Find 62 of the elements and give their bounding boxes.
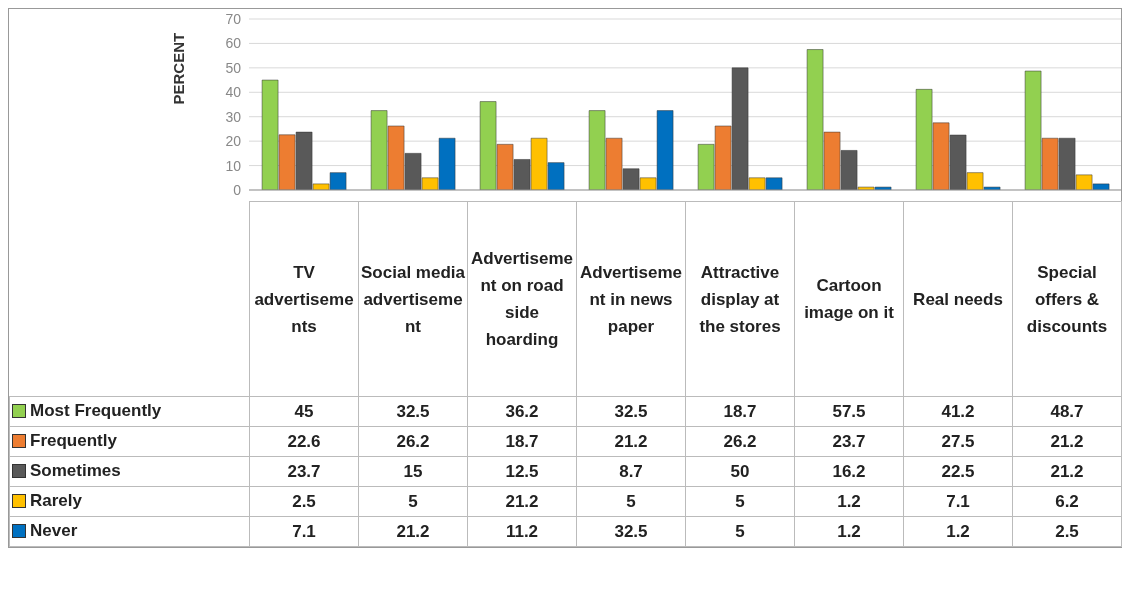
- x-tick-label: Real needs: [903, 201, 1013, 397]
- data-label: 8.7: [576, 456, 686, 487]
- x-tick-label: Special offers & discounts: [1012, 201, 1122, 397]
- data-label: 23.7: [794, 426, 904, 457]
- y-tick-label: 70: [225, 10, 242, 27]
- data-label: 48.7: [1012, 396, 1122, 427]
- x-tick-label: Social media advertisement: [358, 201, 468, 397]
- data-label: 7.1: [249, 516, 359, 547]
- data-label: 21.2: [1012, 456, 1122, 487]
- data-label: 32.5: [358, 396, 468, 427]
- data-label: 26.2: [685, 426, 795, 457]
- data-label: 45: [249, 396, 359, 427]
- data-label: 21.2: [1012, 426, 1122, 457]
- data-label: 12.5: [467, 456, 577, 487]
- data-label: 27.5: [903, 426, 1013, 457]
- data-label: 11.2: [467, 516, 577, 547]
- y-axis-title: PERCENT: [170, 32, 188, 105]
- data-label: 50: [685, 456, 795, 487]
- data-label: 15: [358, 456, 468, 487]
- legend-label: Rarely: [29, 490, 82, 511]
- data-label: 22.5: [903, 456, 1013, 487]
- data-label: 16.2: [794, 456, 904, 487]
- x-tick-label: Advertisement in news paper: [576, 201, 686, 397]
- data-label: 1.2: [903, 516, 1013, 547]
- data-label: 6.2: [1012, 486, 1122, 517]
- data-label: 41.2: [903, 396, 1013, 427]
- legend-label: Never: [29, 520, 78, 541]
- x-tick-label: Advertisement on road side hoarding: [467, 201, 577, 397]
- y-tick-label: 10: [225, 157, 242, 174]
- data-label: 32.5: [576, 396, 686, 427]
- x-tick-label: Attractive display at the stores: [685, 201, 795, 397]
- y-tick-label: 20: [225, 133, 242, 150]
- data-label: 5: [358, 486, 468, 517]
- data-label: 5: [576, 486, 686, 517]
- data-label: 5: [685, 516, 795, 547]
- data-label: 21.2: [467, 486, 577, 517]
- data-label: 57.5: [794, 396, 904, 427]
- y-tick-label: 50: [225, 59, 242, 76]
- y-tick-label: 30: [225, 108, 242, 125]
- data-label: 26.2: [358, 426, 468, 457]
- x-tick-label: TV advertisements: [249, 201, 359, 397]
- data-label: 7.1: [903, 486, 1013, 517]
- y-tick-label: 0: [233, 181, 242, 198]
- data-label: 1.2: [794, 486, 904, 517]
- data-label: 2.5: [249, 486, 359, 517]
- legend-label: Sometimes: [29, 460, 121, 481]
- data-label: 21.2: [358, 516, 468, 547]
- data-label: 32.5: [576, 516, 686, 547]
- data-label: 5: [685, 486, 795, 517]
- data-label: 21.2: [576, 426, 686, 457]
- data-label: 1.2: [794, 516, 904, 547]
- y-tick-label: 40: [225, 84, 242, 101]
- data-label: 23.7: [249, 456, 359, 487]
- x-tick-label: Cartoon image on it: [794, 201, 904, 397]
- legend-label: Frequently: [29, 430, 117, 451]
- legend-label: Most Frequently: [29, 400, 162, 421]
- data-label: 18.7: [467, 426, 577, 457]
- data-label: 22.6: [249, 426, 359, 457]
- y-tick-label: 60: [225, 35, 242, 52]
- data-label: 18.7: [685, 396, 795, 427]
- data-label: 2.5: [1012, 516, 1122, 547]
- data-label: 36.2: [467, 396, 577, 427]
